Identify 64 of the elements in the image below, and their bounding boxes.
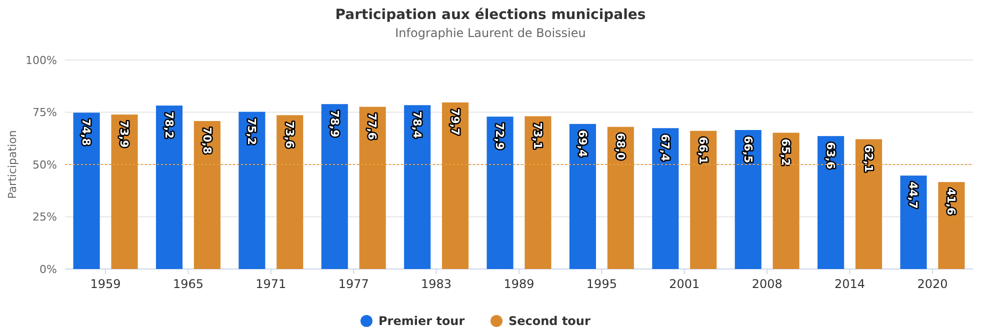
bar: [111, 114, 138, 269]
data-label: 63,6: [824, 142, 837, 170]
data-label: 44,7: [906, 182, 920, 209]
bar: [238, 112, 266, 269]
data-label: 74,8: [80, 118, 93, 146]
bar: [486, 116, 514, 269]
data-label: 66,5: [741, 136, 754, 164]
data-label: 70,8: [200, 127, 214, 154]
x-tick-label: 1965: [172, 277, 204, 291]
x-tick-label: 1959: [90, 277, 121, 291]
data-label: 73,9: [118, 120, 131, 148]
bar: [569, 124, 596, 269]
bar: [772, 132, 800, 269]
data-label: 78,4: [410, 111, 424, 139]
data-label: 78,2: [162, 112, 176, 139]
legend-label: Premier tour: [378, 314, 465, 328]
y-tick-label: 0%: [40, 262, 57, 276]
data-label: 69,4: [576, 130, 589, 158]
data-label: 73,6: [283, 121, 296, 149]
bar: [194, 121, 220, 269]
chart-title: Participation aux élections municipales: [335, 7, 646, 23]
bar: [690, 130, 717, 269]
x-tick-label: 1989: [504, 277, 534, 291]
bar: [900, 176, 927, 269]
data-label: 78,9: [328, 110, 341, 138]
bar: [734, 130, 762, 269]
data-label: 65,2: [779, 138, 792, 166]
x-tick-label: 2014: [834, 277, 866, 291]
bar: [359, 106, 386, 269]
data-label: 77,6: [366, 112, 379, 140]
y-axis-title: Participation: [6, 130, 19, 199]
x-tick-label: 1995: [586, 277, 617, 291]
bar: [652, 128, 679, 269]
x-tick-label: 1971: [256, 277, 286, 291]
bar: [818, 136, 844, 269]
data-label: 72,9: [493, 122, 506, 150]
bar: [73, 112, 100, 269]
bar: [321, 104, 348, 269]
data-label: 79,7: [448, 108, 462, 136]
bar: [855, 139, 882, 269]
y-tick-label: 50%: [32, 158, 57, 172]
bar: [156, 106, 183, 269]
y-tick-label: 25%: [32, 210, 57, 224]
x-tick-label: 2008: [752, 277, 782, 291]
bar: [276, 115, 304, 269]
data-label: 67,4: [658, 134, 672, 162]
y-tick-label: 100%: [26, 54, 57, 67]
data-label: 75,2: [245, 118, 258, 145]
data-label: 68,0: [614, 132, 627, 160]
chart-subtitle: Infographie Laurent de Boissieu: [395, 26, 586, 40]
bar: [404, 105, 431, 269]
y-tick-label: 75%: [32, 106, 57, 120]
data-label: 66,1: [696, 136, 710, 164]
data-label: 62,1: [862, 145, 875, 172]
bar: [607, 126, 634, 269]
bar: [442, 102, 469, 269]
x-tick-label: 1977: [338, 277, 369, 291]
data-label: 41,6: [944, 188, 958, 216]
x-tick-label: 1983: [421, 277, 452, 291]
data-label: 73,1: [531, 122, 544, 150]
x-tick-label: 2001: [669, 277, 700, 291]
x-tick-label: 2020: [917, 277, 948, 291]
bar: [524, 116, 552, 269]
legend-label: Second tour: [508, 314, 590, 328]
